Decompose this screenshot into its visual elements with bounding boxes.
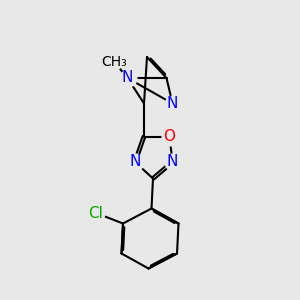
- Text: CH₃: CH₃: [101, 55, 127, 68]
- Text: Cl: Cl: [88, 206, 104, 220]
- Text: N: N: [167, 96, 178, 111]
- Text: N: N: [122, 70, 133, 86]
- Text: N: N: [167, 154, 178, 169]
- Text: O: O: [164, 129, 175, 144]
- Text: N: N: [129, 154, 141, 169]
